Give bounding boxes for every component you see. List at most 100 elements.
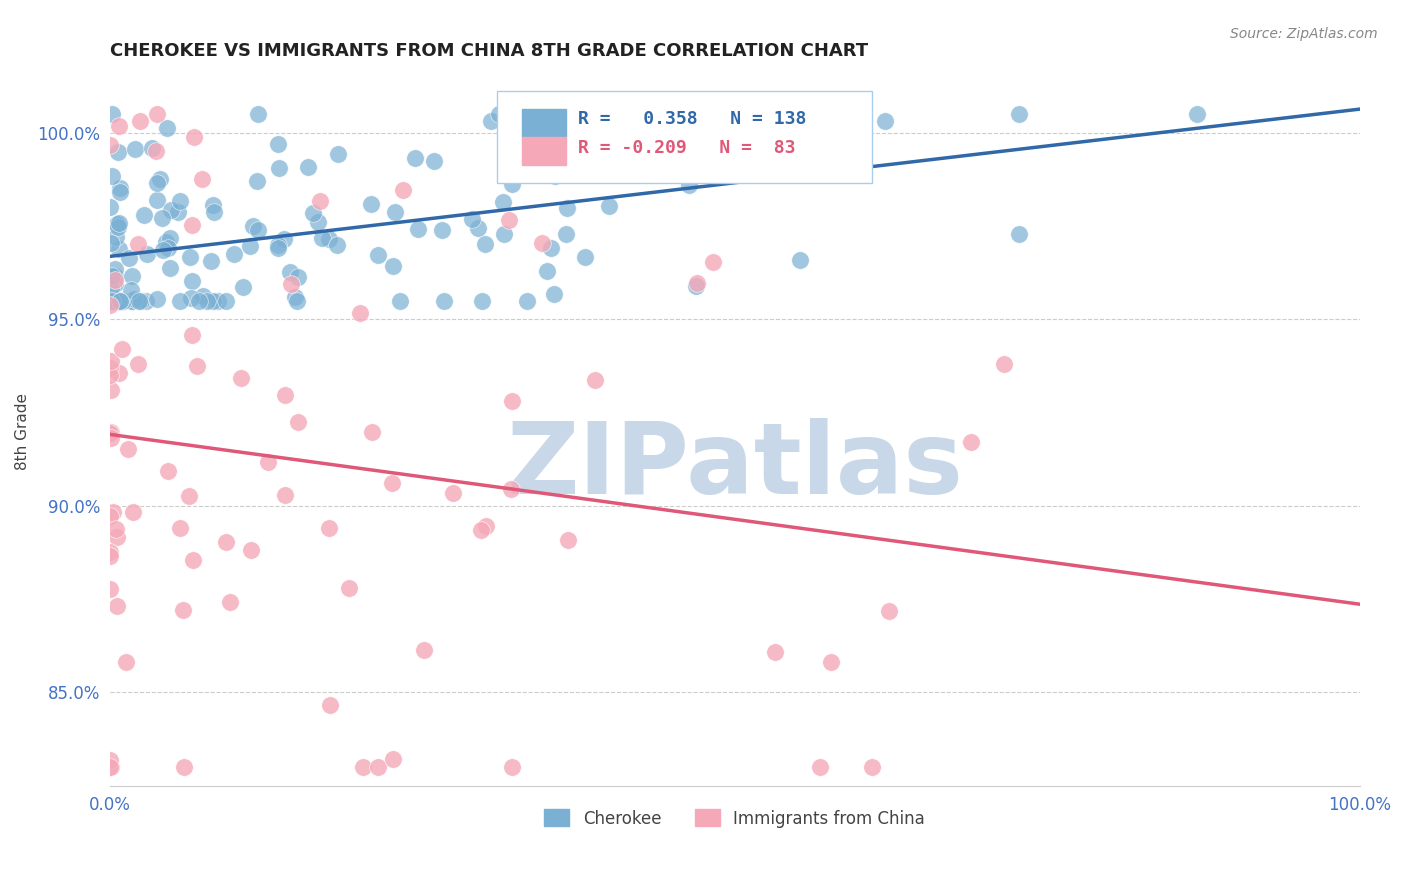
Point (501, 178, 523, 192)
Point (367, 247, 389, 261)
Point (101, 107, 124, 121)
Point (108, 242, 131, 256)
Point (118, 251, 141, 265)
Point (470, 523, 492, 537)
Point (287, 269, 309, 284)
Point (110, 293, 132, 308)
Point (179, 250, 201, 264)
Point (100, 544, 122, 558)
Point (441, 485, 464, 500)
Point (1008, 107, 1031, 121)
Text: Source: ZipAtlas.com: Source: ZipAtlas.com (1230, 27, 1378, 41)
Point (100, 293, 122, 308)
Point (287, 415, 309, 429)
Point (993, 357, 1015, 371)
Point (104, 269, 127, 284)
Bar (522, 136, 565, 165)
Point (257, 455, 280, 469)
Point (104, 262, 127, 277)
Point (181, 274, 204, 288)
Point (100, 281, 122, 295)
Point (146, 193, 169, 207)
Point (242, 219, 264, 233)
Point (319, 698, 342, 712)
Point (188, 293, 211, 308)
Point (180, 328, 202, 343)
Point (131, 293, 153, 308)
Point (875, 114, 897, 128)
Point (107, 293, 129, 308)
Point (186, 359, 208, 373)
Point (215, 535, 238, 549)
Point (603, 121, 626, 136)
Point (108, 366, 131, 380)
Point (703, 147, 725, 161)
FancyBboxPatch shape (498, 91, 872, 183)
Point (98, 760, 121, 774)
Point (98, 293, 121, 308)
Point (574, 250, 596, 264)
Point (117, 442, 139, 457)
Point (103, 293, 125, 308)
Point (501, 760, 523, 774)
Point (135, 247, 157, 261)
Point (135, 293, 157, 308)
Point (100, 383, 122, 397)
Point (197, 293, 219, 308)
Point (391, 183, 413, 197)
Point (285, 293, 308, 308)
Point (308, 194, 330, 209)
Point (121, 505, 143, 519)
Point (101, 505, 124, 519)
Point (121, 293, 143, 308)
Point (215, 293, 238, 308)
Point (105, 522, 128, 536)
Point (422, 154, 444, 169)
Point (804, 153, 827, 167)
Point (127, 357, 149, 371)
Point (307, 214, 329, 228)
Point (339, 582, 361, 596)
Point (105, 530, 128, 544)
Point (108, 216, 131, 230)
Point (98, 298, 121, 312)
Point (382, 752, 405, 766)
Point (108, 185, 131, 199)
Point (479, 114, 502, 128)
Point (273, 232, 295, 246)
Point (543, 287, 565, 301)
Point (318, 521, 340, 535)
Point (488, 107, 510, 121)
Point (269, 161, 291, 175)
Point (763, 644, 786, 658)
Point (492, 227, 515, 241)
Point (129, 114, 152, 128)
Point (146, 107, 169, 121)
Point (533, 107, 555, 121)
Point (686, 276, 709, 290)
Point (141, 141, 163, 155)
Point (360, 197, 382, 211)
Point (586, 150, 609, 164)
Point (120, 283, 142, 297)
Point (531, 236, 554, 251)
Point (191, 289, 214, 303)
Point (107, 293, 129, 308)
Point (280, 277, 302, 292)
Point (430, 223, 453, 237)
Point (638, 144, 661, 158)
Point (190, 171, 212, 186)
Point (240, 542, 263, 557)
Text: R = -0.209   N =  83: R = -0.209 N = 83 (578, 138, 796, 156)
Point (583, 372, 606, 386)
Point (145, 145, 167, 159)
Point (202, 198, 225, 212)
Point (404, 151, 426, 165)
Point (107, 219, 129, 234)
Point (381, 259, 404, 273)
Point (820, 107, 842, 121)
Point (201, 293, 224, 308)
Point (474, 236, 496, 251)
Point (246, 223, 269, 237)
Point (326, 237, 349, 252)
